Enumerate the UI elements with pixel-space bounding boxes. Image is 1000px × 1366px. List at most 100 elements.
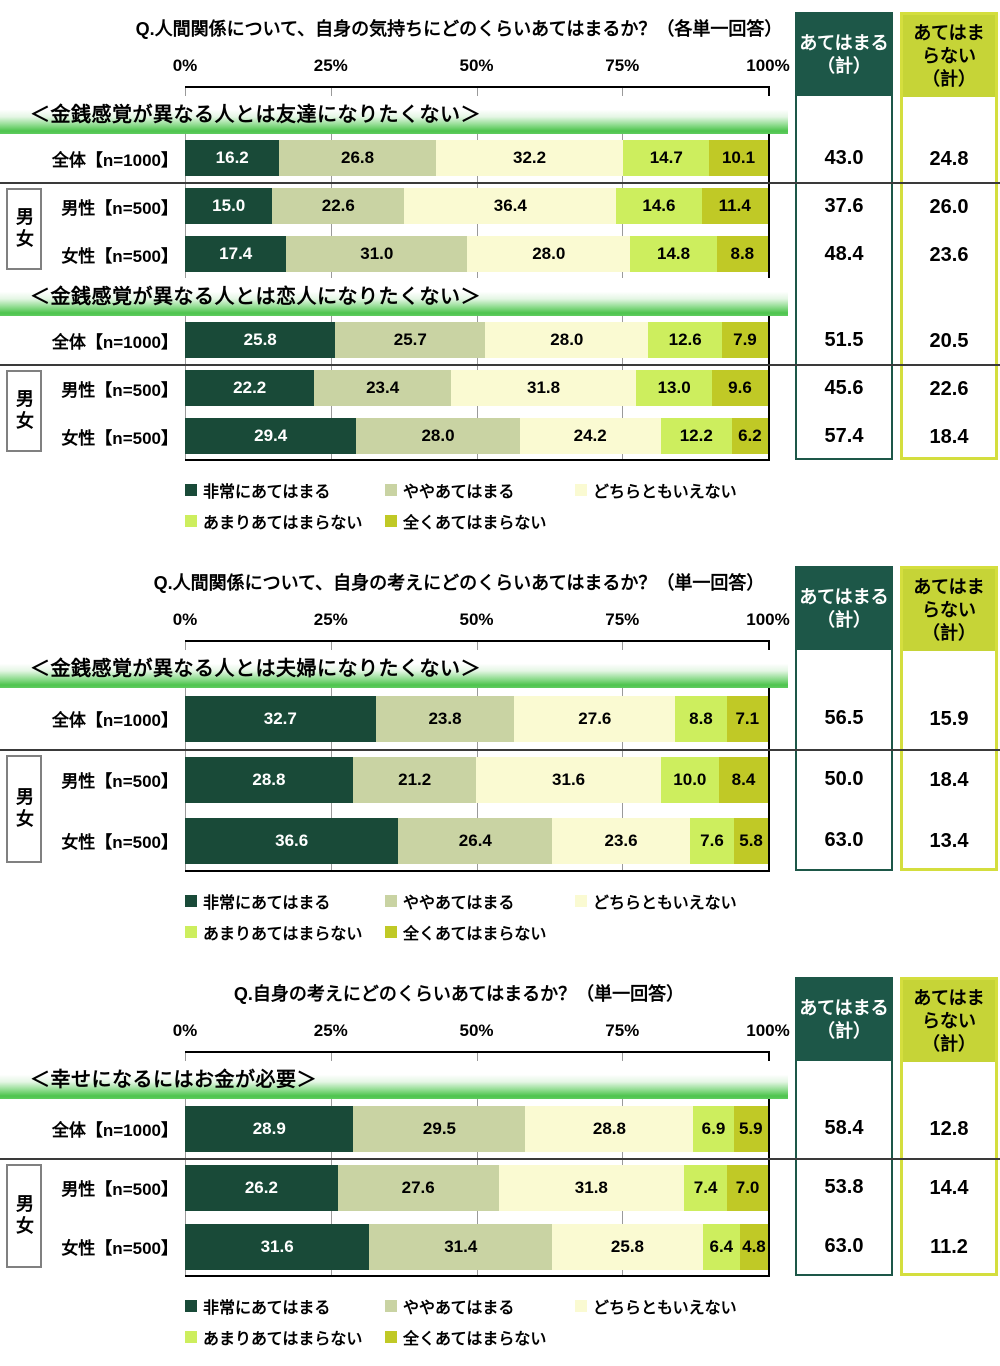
stacked-bar: 28.8 21.2 31.6 10.0 8.4	[185, 756, 768, 803]
bar-value: 17.4	[219, 244, 253, 263]
group-heading: ＜幸せになるにはお金が必要＞	[30, 1069, 317, 1091]
axis-tick-label: 25%	[313, 56, 348, 75]
axis-tick-label: 25%	[313, 610, 348, 629]
bar-value: 7.0	[735, 1177, 760, 1197]
legend-label: 非常にあてはまる	[203, 483, 331, 501]
bar-segment: 31.8	[450, 370, 637, 406]
legend-item: 全くあてはまらない	[385, 509, 546, 533]
row-label: 女性【n=500】	[61, 428, 178, 448]
legend-item: 非常にあてはまる	[185, 889, 385, 913]
bar-value: 28.8	[252, 769, 286, 789]
bar-value: 23.8	[428, 708, 462, 728]
column-header-line: （計）	[922, 68, 976, 89]
stacked-bar: 22.2 23.4 31.8 13.0 9.6	[185, 370, 768, 406]
bar-row: 男性【n=500】 28.8 21.2 31.6 10.0 8.4	[0, 749, 788, 810]
legend-label: 非常にあてはまる	[203, 894, 331, 912]
bar-value: 12.6	[668, 330, 702, 349]
legend-item: あまりあてはまらない	[185, 1325, 385, 1349]
legend: 非常にあてはまる ややあてはまる どちらともいえない あまりあてはまらない 全くあてはま…	[185, 1290, 788, 1356]
gender-bracket-label: 男女	[6, 755, 42, 863]
total-value: 12.8	[929, 1118, 969, 1140]
group-heading: ＜金銭感覚が異なる人とは恋人になりたくない＞	[30, 286, 481, 308]
bar-segment: 11.4	[701, 188, 768, 224]
total-value: 56.5	[824, 707, 864, 729]
column-header-line: （計）	[817, 56, 871, 76]
column-header-line: （計）	[922, 622, 976, 643]
total-value: 63.0	[824, 829, 864, 851]
plot-bottom-axis	[185, 870, 770, 872]
bar-segment: 6.4	[702, 1223, 740, 1270]
row-label: 男性【n=500】	[61, 772, 178, 791]
column-spacer	[797, 1061, 891, 1099]
bar-segment: 14.7	[623, 140, 710, 176]
legend-item: ややあてはまる	[385, 1294, 575, 1318]
bar-segment: 23.4	[314, 370, 451, 406]
legend-swatch-icon	[385, 514, 397, 527]
axis-tick-label: 25%	[313, 1021, 348, 1040]
bar-value: 27.6	[578, 708, 612, 728]
column-header: あてはまる （計）	[797, 979, 891, 1061]
chart-section: Q.人間関係について、自身の考えにどのくらいあてはまるか？（単一回答） 0% 25%…	[0, 546, 1000, 951]
total-value: 26.0	[929, 195, 969, 218]
bar-segment: 14.8	[630, 236, 717, 272]
bar-row: 女性【n=500】 31.6 31.4 25.8 6.4 4.8	[0, 1217, 788, 1276]
bar-row: 女性【n=500】 17.4 31.0 28.0 14.8 8.8	[0, 230, 788, 278]
total-value: 13.4	[929, 830, 969, 852]
axis-tick-label: 100%	[746, 1021, 790, 1040]
bar-segment: 21.2	[352, 756, 477, 803]
bar-value: 23.6	[604, 830, 638, 850]
group-divider-line	[0, 364, 1000, 366]
total-value: 15.9	[929, 708, 969, 730]
bar-segment: 24.2	[519, 418, 661, 454]
axis-tick-label: 0%	[172, 56, 198, 75]
bar-segment: 25.8	[552, 1223, 703, 1270]
legend-label: 全くあてはまらない	[403, 925, 547, 943]
section-title: Q.自身の考えにどのくらいあてはまるか？（単一回答）	[233, 984, 685, 1004]
row-label: 女性【n=500】	[61, 246, 178, 266]
bar-value: 23.4	[366, 378, 400, 397]
bar-row: 全体【n=1000】 16.2 26.8 32.2 14.7 10.1	[0, 134, 788, 182]
bar-value: 6.2	[738, 426, 762, 445]
bar-segment: 25.8	[185, 322, 336, 358]
bar-value: 36.4	[493, 196, 527, 215]
legend-label: あまりあてはまらない	[203, 925, 363, 943]
legend-swatch-icon	[575, 483, 587, 496]
gridline	[768, 1053, 770, 1276]
bar-value: 36.6	[275, 830, 309, 850]
agree-total-column: あてはまる （計） 58.4 53.8 63.0	[795, 977, 893, 1276]
legend-swatch-icon	[185, 514, 197, 527]
bar-segment: 23.8	[375, 695, 515, 742]
group-divider-line	[0, 182, 1000, 184]
row-label: 女性【n=500】	[61, 833, 178, 852]
legend-cell: 非常にあてはまる ややあてはまる どちらともいえない あまりあてはまらない 全くあてはま…	[0, 460, 788, 540]
bar-segment: 28.9	[185, 1105, 354, 1152]
stacked-bar: 25.8 25.7 28.0 12.6 7.9	[185, 322, 768, 358]
plot-area: ＜幸せになるにはお金が必要＞ 全体【n=1000】 28.9 29.5 28.8 6.9 5…	[0, 1053, 788, 1277]
bar-value: 25.8	[610, 1236, 645, 1256]
section-title: Q.人間関係について、自身の気持ちにどのくらいあてはまるか？（各単一回答）	[135, 19, 783, 39]
column-header-line: （計）	[817, 610, 871, 630]
bar-segment: 26.4	[398, 817, 553, 864]
question-group: ＜幸せになるにはお金が必要＞ 全体【n=1000】 28.9 29.5 28.8 6.9 5…	[0, 1061, 788, 1276]
chart-section: Q.人間関係について、自身の気持ちにどのくらいあてはまるか？（各単一回答） 0% 2…	[0, 0, 1000, 540]
chart-left: Q.人間関係について、自身の気持ちにどのくらいあてはまるか？（各単一回答） 0% 2…	[0, 8, 790, 461]
total-value: 18.4	[929, 769, 969, 791]
bar-value: 11.4	[718, 196, 751, 215]
axis-tick-label: 100%	[746, 610, 790, 629]
gender-bracket-label: 男女	[6, 188, 42, 270]
legend-item: ややあてはまる	[385, 478, 575, 502]
legend-swatch-icon	[385, 925, 397, 938]
legend-swatch-icon	[575, 894, 587, 907]
bar-segment: 9.6	[712, 370, 768, 406]
bar-row: 全体【n=1000】 28.9 29.5 28.8 6.9 5.9	[0, 1099, 788, 1158]
group-heading: ＜金銭感覚が異なる人とは友達になりたくない＞	[30, 104, 481, 126]
bar-segment: 10.0	[660, 756, 719, 803]
total-value: 23.6	[929, 243, 969, 266]
legend-label: ややあてはまる	[403, 894, 515, 912]
legend-label: あまりあてはまらない	[203, 514, 363, 532]
bar-row: 男性【n=500】 26.2 27.6 31.8 7.4 7.0	[0, 1158, 788, 1217]
bar-value: 25.7	[393, 330, 427, 349]
stacked-bar: 32.7 23.8 27.6 8.8 7.1	[185, 695, 768, 742]
bar-value: 32.7	[263, 708, 297, 728]
